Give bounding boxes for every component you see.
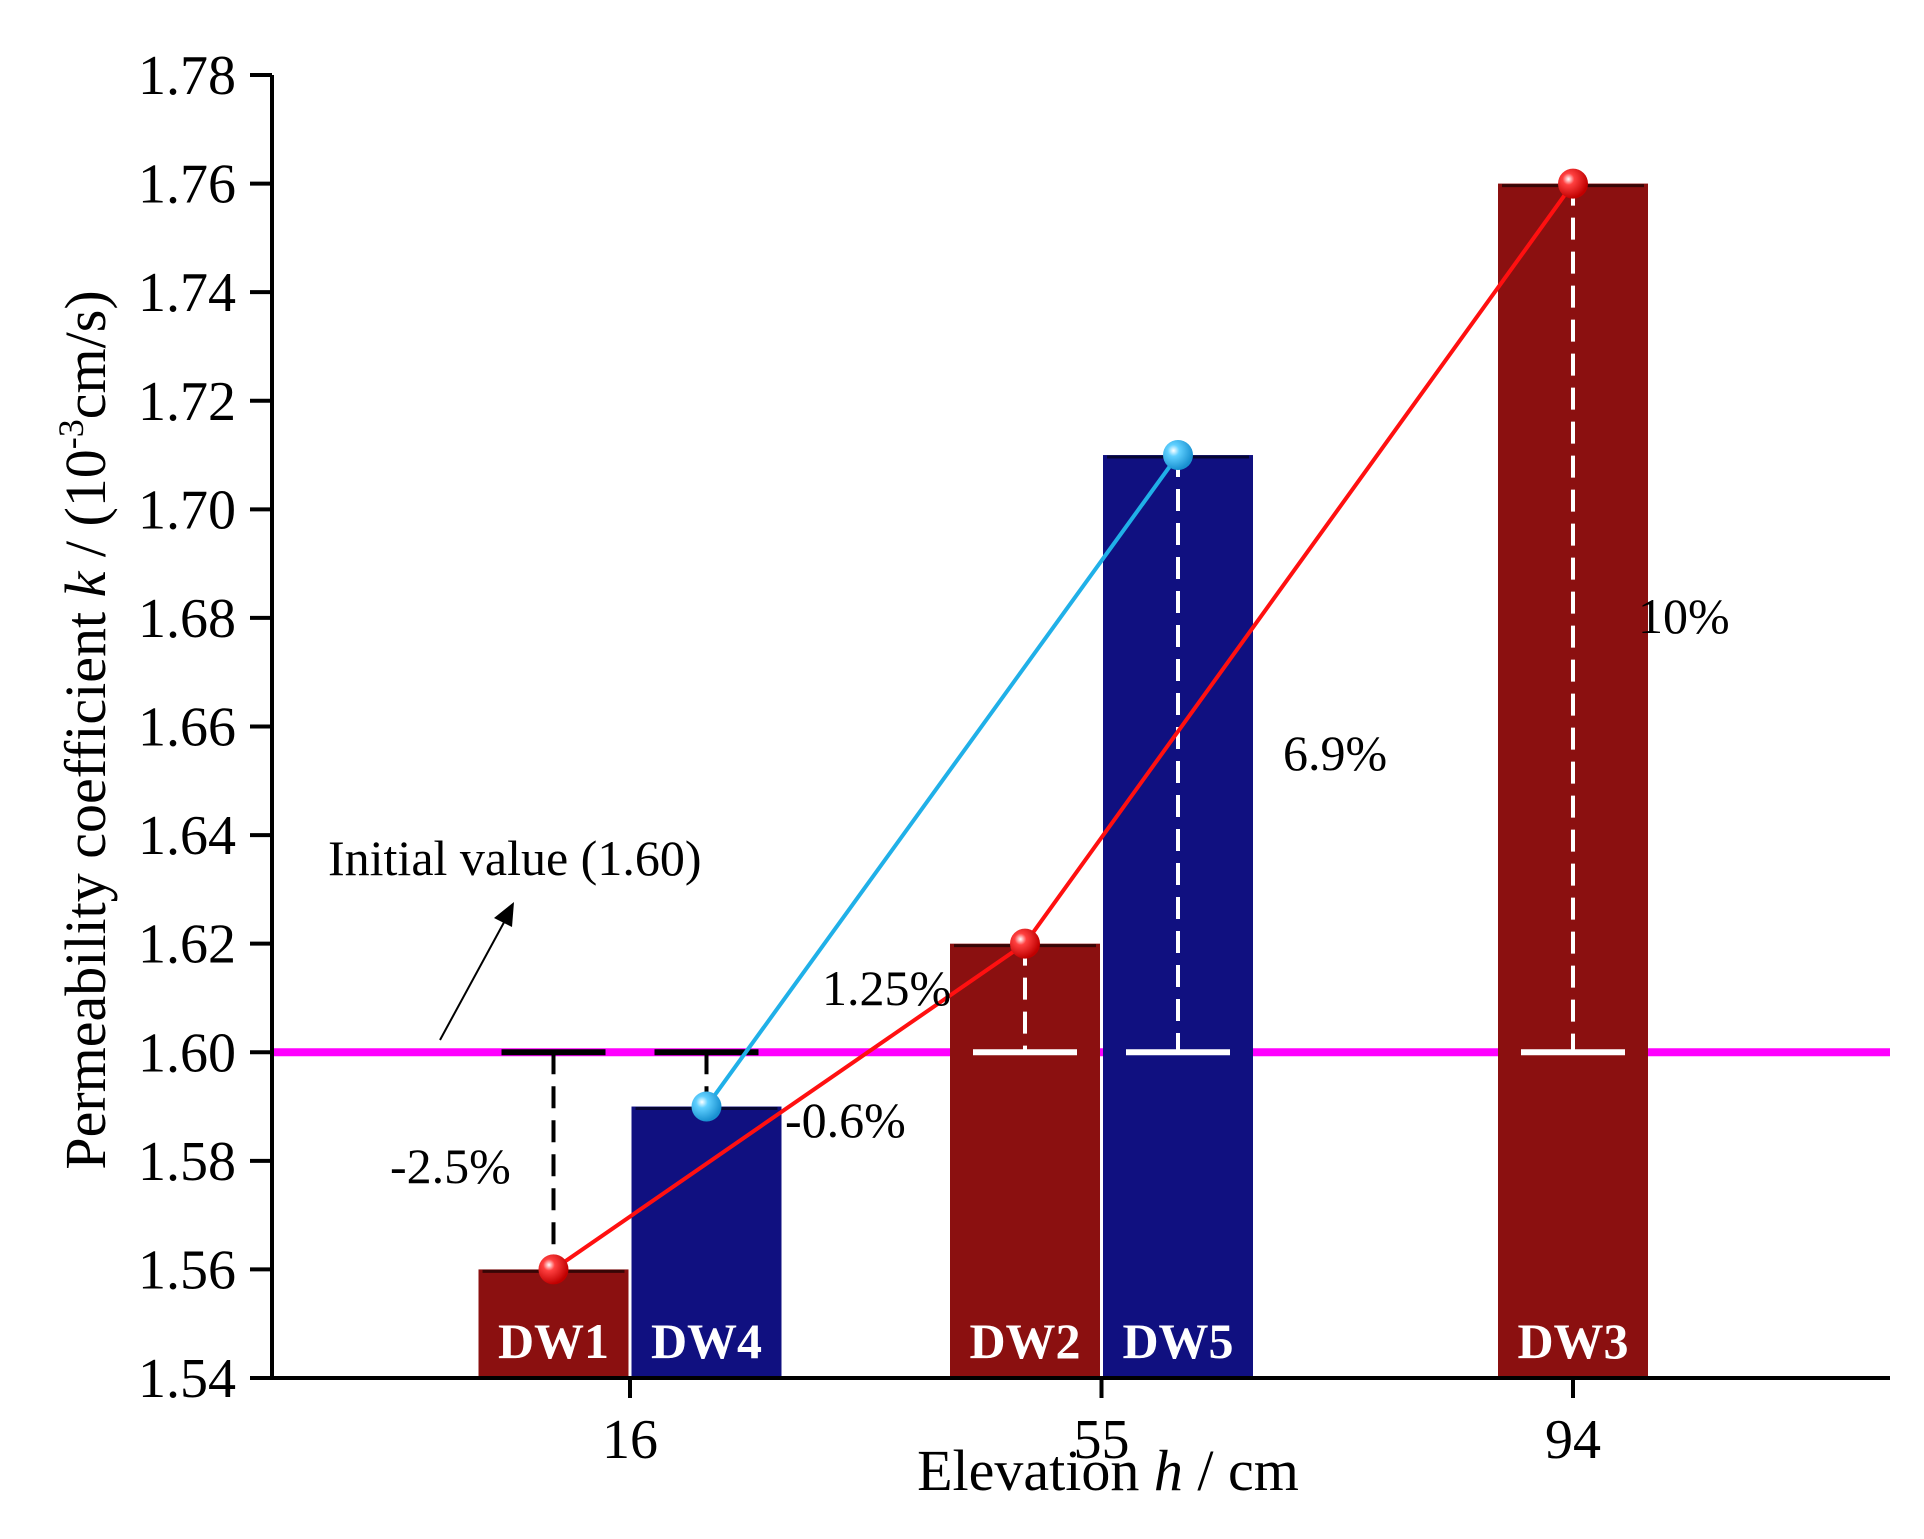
- series-line-2: [704, 453, 1180, 1108]
- change-label-dw3: 10%: [1638, 588, 1730, 644]
- y-axis-title-mid: / (10: [53, 449, 118, 571]
- x-axis-title: Elevation h / cm: [917, 1438, 1299, 1503]
- y-tick-label-1.54: 1.54: [138, 1348, 236, 1410]
- bar-label-dw2: DW2: [969, 1313, 1080, 1369]
- y-tick-label-1.60: 1.60: [138, 1022, 236, 1084]
- y-tick-label-1.74: 1.74: [138, 262, 236, 324]
- y-tick-label-1.66: 1.66: [138, 697, 236, 759]
- y-tick-label-1.72: 1.72: [138, 371, 236, 433]
- initial-value-label: Initial value (1.60): [328, 830, 702, 886]
- data-point-dw2: [1010, 928, 1040, 959]
- x-tick-label-16: 16: [602, 1409, 658, 1471]
- x-tick-label-94: 94: [1545, 1409, 1601, 1471]
- change-label-dw5: 6.9%: [1283, 725, 1387, 781]
- bar-label-dw4: DW4: [651, 1313, 762, 1369]
- initial-value-arrow-head: [494, 902, 514, 927]
- y-tick-label-1.76: 1.76: [138, 154, 236, 216]
- y-axis-title-prefix: Permeability coefficient: [53, 597, 118, 1169]
- axes-layer: [250, 73, 1890, 1398]
- labels-layer: DW1 DW4 DW2 DW5 DW3 1.54 1.56 1.58 1.60 1.62 1.64 1…: [51, 45, 1730, 1503]
- y-tick-label-1.58: 1.58: [138, 1131, 236, 1193]
- x-axis-title-prefix: Elevation: [917, 1438, 1154, 1503]
- x-axis-title-suffix: / cm: [1183, 1438, 1299, 1503]
- y-tick-label-1.64: 1.64: [138, 805, 236, 867]
- data-point-dw3: [1558, 168, 1588, 199]
- bar-label-dw1: DW1: [498, 1313, 609, 1369]
- y-tick-label-1.56: 1.56: [138, 1239, 236, 1301]
- change-label-dw1: -2.5%: [390, 1138, 511, 1194]
- y-tick-label-1.78: 1.78: [138, 45, 236, 107]
- y-axis-title-var: k: [53, 570, 118, 597]
- bar-label-dw3: DW3: [1517, 1313, 1628, 1369]
- change-label-dw4: -0.6%: [785, 1092, 906, 1148]
- data-point-dw1: [538, 1254, 569, 1285]
- y-axis-title-sup: -3: [51, 419, 91, 449]
- change-label-dw2: 1.25%: [822, 960, 951, 1016]
- initial-value-arrow-line: [439, 914, 509, 1041]
- bar-dw4: [631, 1106, 782, 1378]
- y-axis-title: Permeability coefficient k / (10-3cm/s): [51, 290, 118, 1169]
- y-tick-label-1.62: 1.62: [138, 914, 236, 976]
- y-tick-label-1.68: 1.68: [138, 588, 236, 650]
- bar-label-dw5: DW5: [1122, 1313, 1233, 1369]
- x-axis-title-var: h: [1154, 1438, 1183, 1503]
- y-tick-label-1.70: 1.70: [138, 479, 236, 541]
- x-tick-label-55: 55: [1074, 1409, 1130, 1471]
- change-markers-layer: [501, 183, 1625, 1270]
- data-point-dw4: [691, 1091, 722, 1122]
- data-point-dw5: [1163, 440, 1193, 471]
- y-axis-title-suffix: cm/s): [53, 290, 118, 419]
- bar-dw1: [478, 1269, 629, 1378]
- series-lines-layer: [538, 168, 1588, 1285]
